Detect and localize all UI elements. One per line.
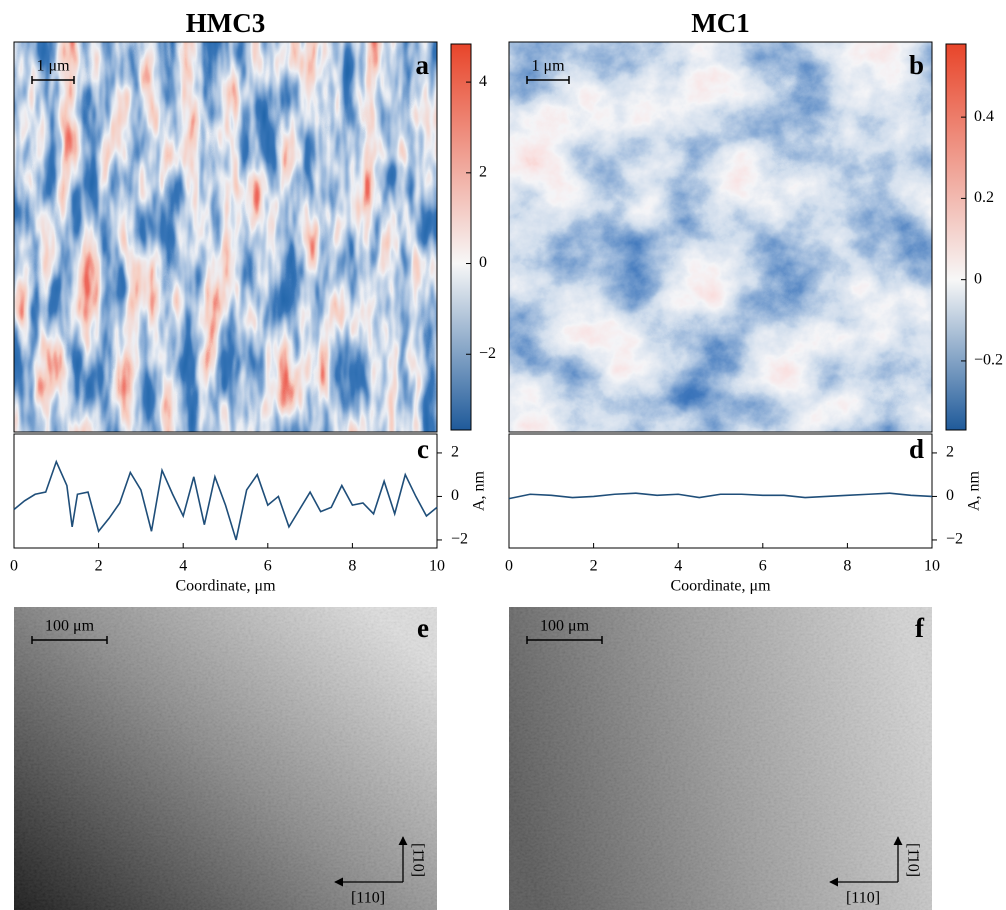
column-title: MC1 — [691, 8, 749, 38]
x-tick-label: 6 — [759, 558, 767, 575]
y-axis-label: A, nm — [966, 470, 983, 511]
panel-letter: e — [417, 613, 429, 643]
y-tick-label: 2 — [946, 444, 954, 461]
frame — [13, 433, 438, 549]
afm-image — [14, 42, 437, 432]
x-tick-label: 4 — [674, 558, 682, 575]
direction-label: [110] — [846, 890, 880, 907]
x-tick-label: 2 — [590, 558, 598, 575]
x-tick-label: 10 — [429, 558, 445, 575]
colorbar-tick-label: 2 — [479, 163, 487, 180]
column-title: HMC3 — [186, 8, 265, 38]
panel-letter: b — [909, 50, 924, 80]
direction-label: [1̄10] — [904, 843, 921, 877]
surface-texture — [14, 607, 437, 910]
panel-letter: f — [915, 613, 925, 643]
x-tick-label: 0 — [10, 558, 18, 575]
afm-image — [509, 42, 932, 432]
panel-letter: c — [417, 434, 429, 464]
panel-letter: a — [416, 50, 430, 80]
colorbar — [945, 43, 967, 431]
y-tick-label: 0 — [451, 487, 459, 504]
profile-line — [508, 492, 933, 500]
panel-letter: d — [909, 434, 924, 464]
colorbar-tick-label: 4 — [479, 73, 487, 90]
x-tick-label: 6 — [264, 558, 272, 575]
x-tick-label: 0 — [505, 558, 513, 575]
colorbar — [450, 43, 472, 431]
y-tick-label: −2 — [451, 531, 468, 548]
x-tick-label: 8 — [348, 558, 356, 575]
colorbar-tick-label: 0.2 — [974, 189, 994, 206]
x-tick-label: 2 — [95, 558, 103, 575]
y-tick-label: 2 — [451, 444, 459, 461]
y-tick-label: −2 — [946, 531, 963, 548]
scale-bar-label: 100 μm — [540, 618, 590, 635]
x-axis-label: Coordinate, μm — [175, 578, 276, 595]
scale-bar-label: 100 μm — [45, 618, 95, 635]
frame — [508, 41, 933, 433]
direction-label: [110] — [351, 890, 385, 907]
colorbar-tick-label: 0 — [479, 254, 487, 271]
y-tick-label: 0 — [946, 487, 954, 504]
direction-label: [1̄10] — [409, 843, 426, 877]
colorbar-tick-label: −2 — [479, 345, 496, 362]
y-axis-label: A, nm — [471, 470, 488, 511]
colorbar-tick-label: −0.2 — [974, 352, 1003, 369]
colorbar-tick-label: 0.4 — [974, 108, 994, 125]
surface-texture — [509, 607, 932, 910]
x-axis-label: Coordinate, μm — [670, 578, 771, 595]
frame — [508, 433, 933, 549]
x-tick-label: 10 — [924, 558, 940, 575]
frame — [13, 41, 438, 433]
scale-bar-label: 1 μm — [36, 58, 70, 75]
x-tick-label: 4 — [179, 558, 187, 575]
profile-line — [13, 459, 438, 541]
colorbar-tick-label: 0 — [974, 270, 982, 287]
scale-bar-label: 1 μm — [531, 58, 565, 75]
x-tick-label: 8 — [843, 558, 851, 575]
